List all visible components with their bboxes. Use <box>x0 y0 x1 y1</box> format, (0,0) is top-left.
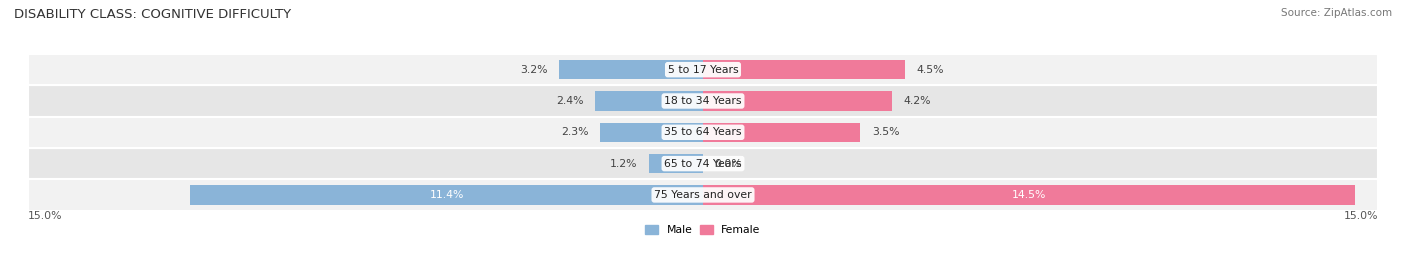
Bar <box>28 117 1378 148</box>
Bar <box>28 54 1378 85</box>
Bar <box>703 60 905 79</box>
Text: 4.2%: 4.2% <box>903 96 931 106</box>
Bar <box>28 148 1378 179</box>
Bar <box>703 185 1355 205</box>
Bar <box>560 60 703 79</box>
Text: 2.3%: 2.3% <box>561 127 588 137</box>
Bar <box>28 179 1378 211</box>
Text: 4.5%: 4.5% <box>917 65 945 75</box>
Text: 18 to 34 Years: 18 to 34 Years <box>664 96 742 106</box>
Text: 65 to 74 Years: 65 to 74 Years <box>664 158 742 169</box>
Bar <box>599 123 703 142</box>
Bar <box>703 91 891 111</box>
Text: 11.4%: 11.4% <box>429 190 464 200</box>
Bar <box>703 123 860 142</box>
Bar <box>190 185 703 205</box>
Text: 15.0%: 15.0% <box>1343 211 1378 221</box>
Text: 3.5%: 3.5% <box>872 127 900 137</box>
Bar <box>650 154 703 173</box>
Text: 35 to 64 Years: 35 to 64 Years <box>664 127 742 137</box>
Text: 0.0%: 0.0% <box>714 158 742 169</box>
Text: Source: ZipAtlas.com: Source: ZipAtlas.com <box>1281 8 1392 18</box>
Text: 1.2%: 1.2% <box>610 158 638 169</box>
Legend: Male, Female: Male, Female <box>641 221 765 240</box>
Bar <box>595 91 703 111</box>
Bar <box>28 85 1378 117</box>
Text: 5 to 17 Years: 5 to 17 Years <box>668 65 738 75</box>
Text: 15.0%: 15.0% <box>28 211 63 221</box>
Text: DISABILITY CLASS: COGNITIVE DIFFICULTY: DISABILITY CLASS: COGNITIVE DIFFICULTY <box>14 8 291 21</box>
Text: 75 Years and over: 75 Years and over <box>654 190 752 200</box>
Text: 14.5%: 14.5% <box>1012 190 1046 200</box>
Text: 2.4%: 2.4% <box>557 96 583 106</box>
Text: 3.2%: 3.2% <box>520 65 548 75</box>
